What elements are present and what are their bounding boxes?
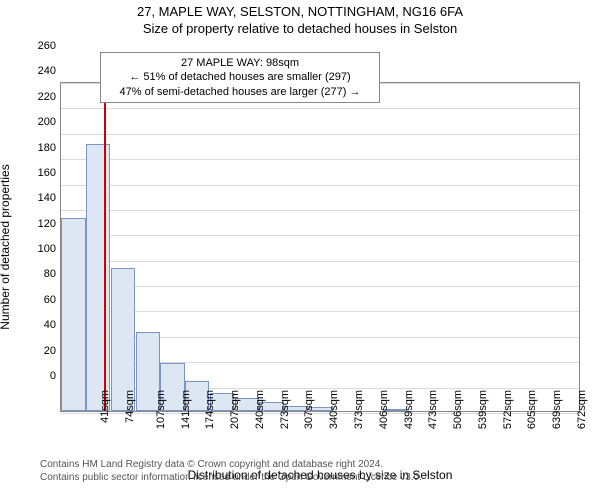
footer-line-2: Contains public sector information licen…: [40, 471, 422, 484]
footer: Contains HM Land Registry data © Crown c…: [40, 458, 422, 484]
gridline: [61, 134, 579, 135]
y-tick-label: 200: [28, 116, 56, 128]
x-tick-label: 539sqm: [477, 390, 489, 429]
gridline: [61, 311, 579, 312]
x-tick-label: 373sqm: [353, 390, 365, 429]
plot-area: [60, 82, 580, 412]
bar: [86, 144, 110, 411]
x-tick-label: 307sqm: [304, 390, 316, 429]
x-tick-label: 406sqm: [378, 390, 390, 429]
gridline: [61, 261, 579, 262]
x-tick-label: 639sqm: [551, 390, 563, 429]
y-tick-label: 160: [28, 167, 56, 179]
gridline: [61, 235, 579, 236]
annotation-line-3: 47% of semi-detached houses are larger (…: [107, 85, 373, 99]
x-tick-label: 605sqm: [526, 390, 538, 429]
x-tick-label: 41sqm: [99, 390, 111, 423]
y-tick-label: 100: [28, 243, 56, 255]
y-axis-label: Number of detached properties: [0, 164, 12, 329]
y-tick-label: 240: [28, 65, 56, 77]
x-tick-label: 240sqm: [254, 390, 266, 429]
bar: [61, 218, 85, 411]
annotation-line-2: ← 51% of detached houses are smaller (29…: [107, 70, 373, 84]
gridline: [61, 159, 579, 160]
y-tick-label: 20: [28, 345, 56, 357]
annotation-line-1: 27 MAPLE WAY: 98sqm: [107, 56, 373, 70]
y-tick-label: 60: [28, 294, 56, 306]
gridline: [61, 210, 579, 211]
page-subtitle: Size of property relative to detached ho…: [0, 19, 600, 36]
y-tick-label: 260: [28, 40, 56, 52]
gridline: [61, 185, 579, 186]
y-tick-label: 220: [28, 91, 56, 103]
x-tick-label: 340sqm: [328, 390, 340, 429]
footer-line-1: Contains HM Land Registry data © Crown c…: [40, 458, 422, 471]
x-tick-label: 572sqm: [502, 390, 514, 429]
y-tick-label: 140: [28, 192, 56, 204]
x-tick-label: 672sqm: [576, 390, 588, 429]
page-title: 27, MAPLE WAY, SELSTON, NOTTINGHAM, NG16…: [0, 0, 600, 19]
x-tick-label: 74sqm: [124, 390, 136, 423]
gridline: [61, 286, 579, 287]
x-tick-label: 107sqm: [155, 390, 167, 429]
y-tick-label: 80: [28, 268, 56, 280]
x-tick-label: 473sqm: [427, 390, 439, 429]
x-tick-label: 141sqm: [180, 390, 192, 429]
x-tick-label: 207sqm: [229, 390, 241, 429]
x-tick-label: 273sqm: [279, 390, 291, 429]
annotation-box: 27 MAPLE WAY: 98sqm ← 51% of detached ho…: [100, 52, 380, 103]
x-tick-label: 506sqm: [452, 390, 464, 429]
y-tick-label: 40: [28, 319, 56, 331]
y-tick-label: 120: [28, 218, 56, 230]
y-tick-label: 0: [28, 370, 56, 382]
x-tick-label: 439sqm: [403, 390, 415, 429]
gridline: [61, 108, 579, 109]
x-tick-label: 174sqm: [205, 390, 217, 429]
marker-line: [104, 83, 106, 411]
y-tick-label: 180: [28, 142, 56, 154]
